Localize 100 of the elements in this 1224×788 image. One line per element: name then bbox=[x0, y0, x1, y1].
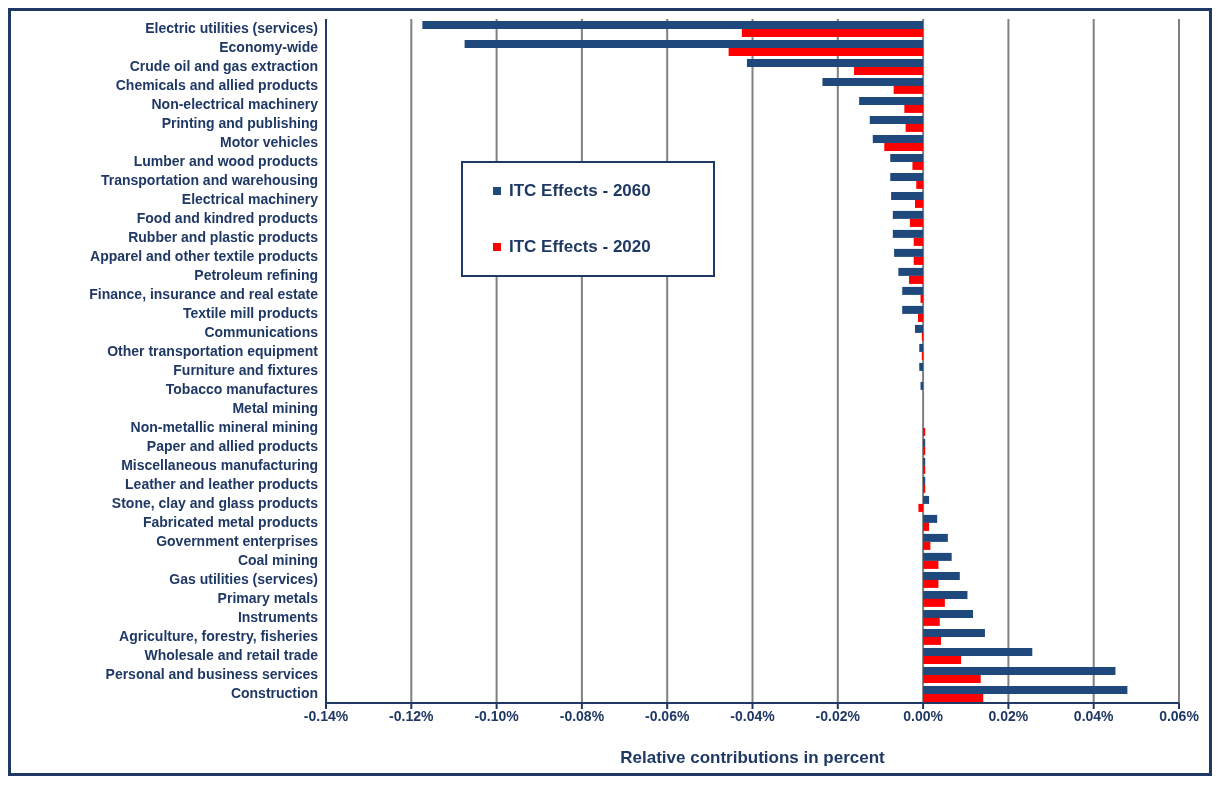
x-axis-title: Relative contributions in percent bbox=[620, 748, 886, 767]
bar bbox=[923, 522, 930, 531]
bar bbox=[923, 693, 984, 702]
bar bbox=[892, 210, 924, 219]
bar bbox=[822, 77, 924, 86]
y-tick-label: Electric utilities (services) bbox=[145, 20, 318, 37]
y-tick-label: Paper and allied products bbox=[146, 438, 319, 455]
y-tick-label: Agriculture, forestry, fisheries bbox=[119, 628, 319, 645]
y-tick-label: Stone, clay and glass products bbox=[111, 495, 319, 512]
y-tick-label: Electrical machinery bbox=[181, 191, 319, 208]
bar bbox=[923, 579, 939, 588]
bar bbox=[923, 647, 1033, 656]
y-tick-label: Food and kindred products bbox=[136, 210, 319, 227]
y-tick-label: Finance, insurance and real estate bbox=[89, 286, 319, 303]
bar bbox=[913, 237, 924, 246]
y-tick-label: Metal mining bbox=[232, 400, 318, 417]
y-tick-label: Communications bbox=[204, 324, 319, 341]
y-tick-label: Motor vehicles bbox=[219, 134, 319, 151]
bar bbox=[872, 134, 924, 143]
bar bbox=[923, 685, 1128, 694]
y-tick-label: Government enterprises bbox=[156, 533, 319, 550]
y-tick-label: Instruments bbox=[237, 609, 319, 626]
x-tick-label: 0.00% bbox=[903, 707, 944, 724]
bar bbox=[923, 541, 931, 550]
bar bbox=[923, 666, 1116, 675]
x-tick-label: -0.04% bbox=[730, 707, 776, 724]
bar bbox=[893, 85, 924, 94]
y-tick-label: Leather and leather products bbox=[125, 476, 319, 493]
bar bbox=[923, 598, 945, 607]
y-tick-label: Apparel and other textile products bbox=[90, 248, 319, 265]
bar bbox=[898, 267, 924, 276]
y-tick-label: Tobacco manufactures bbox=[165, 381, 319, 398]
bar bbox=[923, 628, 985, 637]
y-tick-label: Furniture and fixtures bbox=[173, 362, 319, 379]
bar bbox=[923, 560, 939, 569]
bar bbox=[859, 96, 924, 105]
bar bbox=[890, 172, 924, 181]
bar bbox=[923, 674, 981, 683]
bar bbox=[728, 47, 924, 56]
bar bbox=[854, 66, 924, 75]
bar bbox=[909, 275, 924, 284]
y-tick-label: Miscellaneous manufacturing bbox=[121, 457, 318, 474]
bar bbox=[923, 514, 938, 523]
bar bbox=[919, 343, 924, 352]
bar bbox=[923, 495, 930, 504]
bar bbox=[904, 104, 924, 113]
y-tick-label: Textile mill products bbox=[182, 305, 319, 322]
bar bbox=[902, 286, 924, 295]
x-tick-label: 0.04% bbox=[1073, 707, 1115, 724]
bar bbox=[905, 123, 924, 132]
y-tick-label: Other transportation equipment bbox=[107, 343, 319, 360]
bar bbox=[869, 115, 924, 124]
bar bbox=[916, 180, 924, 189]
bar bbox=[894, 248, 924, 257]
x-tick-label: -0.02% bbox=[815, 707, 861, 724]
bar bbox=[923, 446, 926, 455]
y-tick-label: Non-electrical machinery bbox=[151, 96, 319, 113]
bar bbox=[902, 305, 924, 314]
y-tick-label: Chemicals and allied products bbox=[115, 77, 319, 94]
bar bbox=[464, 39, 924, 48]
bar bbox=[746, 58, 924, 67]
y-tick-label: Non-metallic mineral mining bbox=[130, 419, 318, 436]
bar bbox=[923, 476, 926, 485]
bar bbox=[422, 20, 924, 29]
bar bbox=[890, 153, 924, 162]
bar bbox=[915, 199, 924, 208]
bar bbox=[892, 229, 924, 238]
y-tick-label: Personal and business services bbox=[105, 666, 319, 683]
y-tick-label: Coal mining bbox=[237, 552, 318, 569]
legend-label: ITC Effects - 2060 bbox=[509, 181, 651, 201]
bar bbox=[915, 324, 924, 333]
bar bbox=[923, 427, 926, 436]
x-tick-label: 0.06% bbox=[1159, 707, 1200, 724]
bar bbox=[923, 571, 960, 580]
bar bbox=[923, 438, 926, 447]
bar bbox=[917, 313, 924, 322]
bar bbox=[923, 636, 942, 645]
bar bbox=[884, 142, 924, 151]
bar bbox=[923, 465, 926, 474]
y-tick-label: Fabricated metal products bbox=[142, 514, 319, 531]
y-tick-label: Economy-wide bbox=[219, 39, 319, 56]
bar bbox=[918, 503, 924, 512]
bar bbox=[891, 191, 924, 200]
y-tick-label: Transportation and warehousing bbox=[100, 172, 318, 189]
bar bbox=[912, 161, 924, 170]
bar bbox=[923, 484, 926, 493]
bar bbox=[923, 552, 952, 561]
bar bbox=[913, 256, 924, 265]
bar bbox=[923, 609, 973, 618]
bar bbox=[923, 590, 968, 599]
y-tick-label: Crude oil and gas extraction bbox=[129, 58, 318, 75]
y-tick-label: Petroleum refining bbox=[194, 267, 318, 284]
y-tick-label: Wholesale and retail trade bbox=[144, 647, 319, 664]
bar bbox=[909, 218, 924, 227]
x-tick-label: -0.06% bbox=[645, 707, 690, 724]
y-tick-label: Gas utilities (services) bbox=[169, 571, 318, 588]
y-tick-label: Printing and publishing bbox=[161, 115, 318, 132]
legend-label: ITC Effects - 2020 bbox=[509, 237, 651, 257]
x-tick-label: -0.12% bbox=[389, 707, 435, 724]
bar bbox=[923, 655, 962, 664]
